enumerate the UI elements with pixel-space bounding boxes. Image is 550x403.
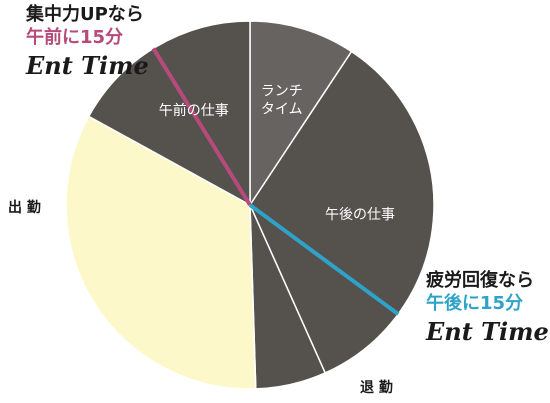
start-work-label: 出 勤 [8, 200, 41, 216]
morning-callout-heading: 集中力UPなら [26, 4, 144, 25]
afternoon-callout-heading: 疲労回復なら [426, 270, 534, 291]
slice-label-1: ランチタイム [261, 83, 303, 117]
afternoon-callout: 疲労回復なら 午後に15分 Ent Time [426, 270, 549, 347]
highlight-lines [151, 47, 400, 316]
slice-label-2: 午後の仕事 [325, 207, 395, 223]
morning-callout-time: 午前に15分 [26, 26, 124, 48]
highlight-line-2 [151, 47, 252, 207]
pie-slices [65, 20, 435, 390]
end-work-label: 退 勤 [360, 380, 393, 396]
morning-callout: 集中力UPなら 午前に15分 Ent Time [26, 4, 149, 81]
pie-slice-1 [249, 20, 353, 208]
pie-slice-2 [249, 50, 435, 374]
highlight-line-1 [248, 203, 400, 316]
morning-callout-brand: Ent Time [26, 51, 149, 80]
afternoon-callout-time: 午後に15分 [426, 292, 524, 314]
slice-label-5: 午前の仕事 [159, 102, 229, 119]
pie-slice-5 [87, 20, 251, 207]
afternoon-callout-brand: Ent Time [426, 317, 549, 346]
pie-slice-4 [65, 115, 257, 390]
